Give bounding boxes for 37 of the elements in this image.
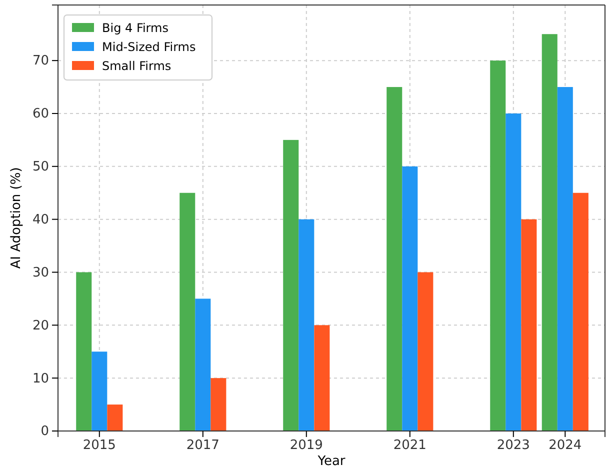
legend-label: Small Firms bbox=[102, 59, 172, 73]
bar bbox=[195, 298, 211, 431]
y-tick-label: 20 bbox=[32, 318, 49, 334]
bar bbox=[107, 404, 123, 431]
x-tick-label: 2017 bbox=[186, 438, 220, 454]
bar bbox=[92, 352, 108, 431]
bar bbox=[557, 87, 573, 431]
bar bbox=[490, 60, 506, 431]
bar bbox=[572, 192, 588, 431]
legend-label: Mid-Sized Firms bbox=[102, 40, 196, 54]
legend-label: Big 4 Firms bbox=[102, 21, 168, 35]
bar bbox=[386, 87, 402, 431]
x-axis-title: Year bbox=[316, 454, 346, 468]
bar bbox=[402, 166, 418, 431]
y-tick-label: 50 bbox=[32, 160, 49, 175]
y-tick-label: 30 bbox=[32, 265, 49, 280]
bar bbox=[298, 219, 314, 431]
bar bbox=[521, 219, 537, 431]
y-axis-title: AI Adoption (%) bbox=[9, 167, 24, 269]
bar bbox=[210, 378, 226, 431]
bar bbox=[506, 113, 522, 431]
x-tick-label: 2024 bbox=[548, 438, 582, 454]
bar bbox=[314, 325, 330, 431]
x-tick-label: 2021 bbox=[393, 438, 426, 454]
bar bbox=[283, 140, 299, 431]
bar bbox=[76, 272, 92, 431]
y-tick-label: 60 bbox=[32, 106, 49, 122]
y-tick-label: 40 bbox=[32, 212, 49, 228]
x-tick-label: 2019 bbox=[290, 438, 323, 454]
bar bbox=[180, 192, 196, 431]
bar bbox=[542, 34, 558, 431]
x-tick-label: 2023 bbox=[496, 438, 530, 454]
bar bbox=[418, 272, 434, 431]
y-tick-label: 0 bbox=[40, 424, 49, 440]
x-tick-label: 2015 bbox=[82, 438, 116, 454]
y-tick-label: 10 bbox=[32, 371, 49, 386]
y-tick-label: 70 bbox=[32, 54, 49, 69]
